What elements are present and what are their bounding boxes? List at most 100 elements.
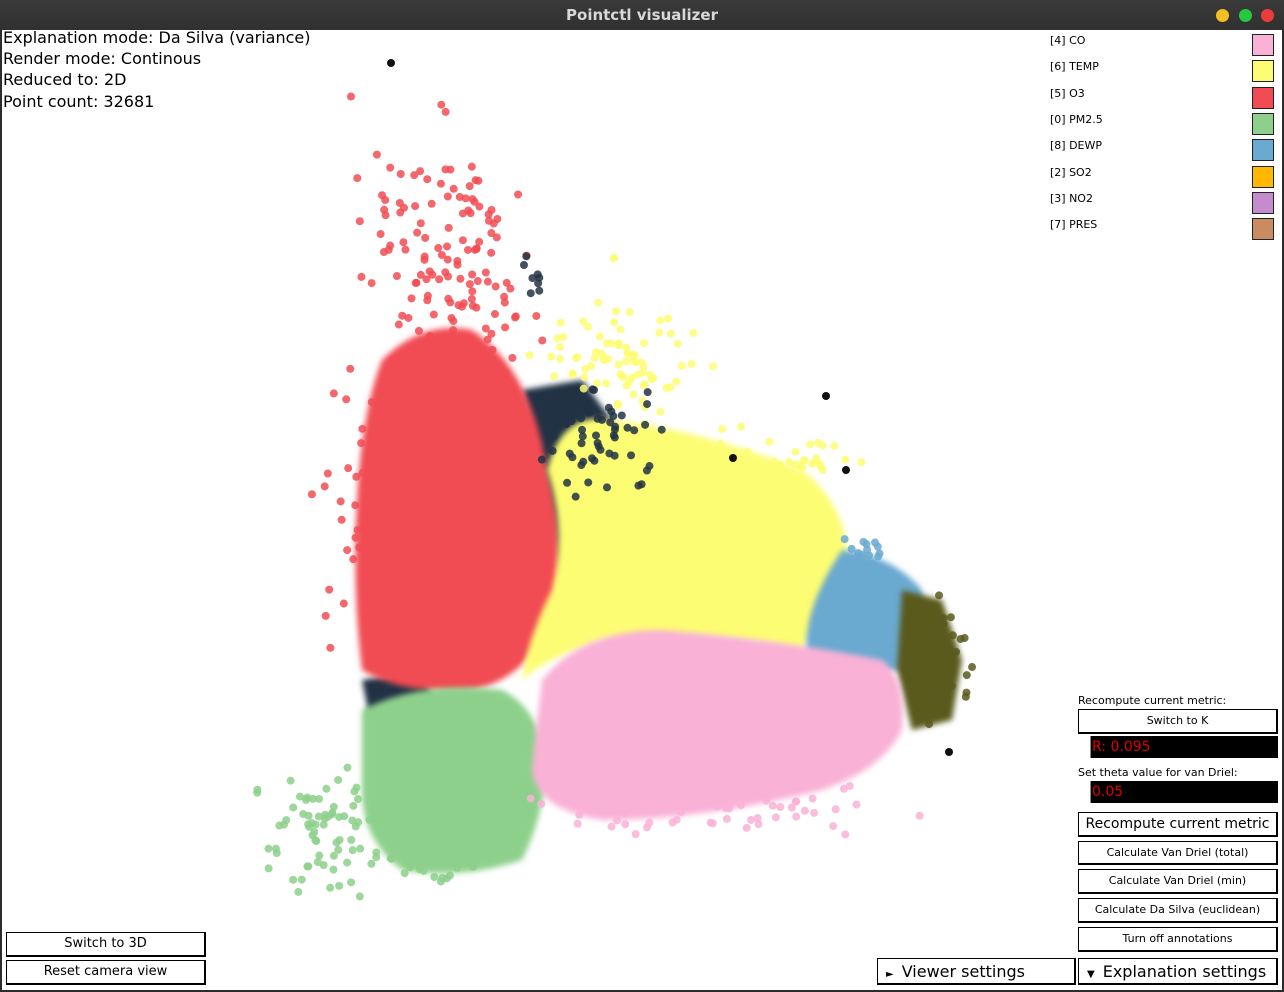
visualizer-canvas[interactable]: Explanation mode: Da Silva (variance) Re…	[2, 30, 1282, 990]
data-point	[845, 781, 854, 790]
data-point	[571, 354, 580, 363]
data-point	[421, 233, 430, 242]
van-driel-total-button[interactable]: Calculate Van Driel (total)	[1078, 841, 1278, 865]
legend-swatch	[1252, 112, 1274, 135]
viewer-settings-button[interactable]: ► Viewer settings	[877, 958, 1076, 985]
data-point	[787, 803, 796, 812]
data-point	[461, 851, 470, 860]
theta-input[interactable]: 0.05	[1078, 781, 1278, 803]
outlier-point	[842, 466, 850, 474]
data-point	[762, 793, 771, 802]
data-point	[295, 792, 304, 801]
data-point	[621, 820, 630, 829]
data-point	[526, 289, 535, 298]
data-point	[456, 382, 465, 391]
data-point	[548, 446, 557, 455]
data-point	[384, 377, 393, 386]
data-point	[720, 462, 729, 471]
data-point	[388, 355, 397, 364]
cluster-region	[522, 418, 848, 680]
data-point	[437, 100, 446, 109]
cluster-region	[362, 687, 547, 874]
data-point	[747, 815, 756, 824]
data-point	[465, 280, 474, 289]
data-point	[364, 479, 373, 488]
data-point	[875, 549, 884, 558]
data-point	[391, 842, 400, 851]
data-point	[467, 162, 476, 171]
data-point	[434, 382, 443, 391]
data-point	[614, 399, 623, 408]
data-point	[474, 176, 483, 185]
legend-swatch	[1252, 191, 1274, 214]
close-button[interactable]	[1261, 9, 1274, 22]
data-point	[705, 453, 714, 462]
data-point	[447, 314, 456, 323]
data-point	[768, 801, 777, 810]
maximize-button[interactable]	[1239, 9, 1252, 22]
data-point	[401, 245, 410, 254]
data-point	[376, 230, 385, 239]
data-point	[645, 818, 654, 827]
data-point	[490, 310, 499, 319]
data-point	[415, 857, 424, 866]
data-point	[487, 329, 496, 338]
r-value-text: R: 0.095	[1092, 739, 1151, 755]
data-point	[449, 326, 458, 335]
data-point	[431, 335, 440, 344]
switch-to-k-button[interactable]: Switch to K	[1078, 709, 1278, 734]
data-point	[308, 794, 317, 803]
data-point	[339, 599, 348, 608]
r-value-input[interactable]: R: 0.095	[1078, 736, 1278, 758]
legend-swatch	[1252, 34, 1274, 56]
data-point	[806, 440, 815, 449]
minimize-button[interactable]	[1216, 9, 1229, 22]
data-point	[487, 248, 496, 257]
data-point	[643, 388, 652, 397]
title-bar[interactable]: Pointctl visualizer	[0, 0, 1284, 30]
scatter-plot[interactable]	[2, 30, 1282, 990]
turn-off-annotations-button[interactable]: Turn off annotations	[1078, 927, 1278, 952]
data-point	[525, 351, 534, 360]
data-point	[374, 404, 383, 413]
data-point	[631, 830, 640, 839]
data-point	[367, 859, 376, 868]
legend-swatch	[1252, 139, 1274, 162]
data-point	[831, 805, 840, 814]
switch-to-3d-button[interactable]: Switch to 3D	[6, 932, 206, 957]
data-point	[711, 465, 720, 474]
data-point	[448, 838, 457, 847]
data-point	[792, 797, 801, 806]
recompute-metric-button[interactable]: Recompute current metric	[1078, 812, 1278, 837]
data-point	[584, 478, 593, 487]
data-point	[616, 325, 625, 334]
data-point	[468, 287, 477, 296]
data-point	[940, 640, 949, 649]
da-silva-euclidean-button[interactable]: Calculate Da Silva (euclidean)	[1078, 898, 1278, 923]
data-point	[319, 861, 328, 870]
data-point	[319, 820, 328, 829]
data-point	[311, 820, 320, 829]
data-point	[484, 210, 493, 219]
data-point	[453, 257, 462, 266]
data-point	[926, 681, 935, 690]
data-point	[325, 585, 334, 594]
data-point	[713, 485, 722, 494]
data-point	[692, 796, 701, 805]
van-driel-min-button[interactable]: Calculate Van Driel (min)	[1078, 869, 1278, 894]
data-point	[677, 807, 686, 816]
data-point	[343, 546, 352, 555]
legend-label: [2] SO2	[1050, 165, 1092, 179]
data-point	[367, 398, 376, 407]
reset-camera-button[interactable]: Reset camera view	[6, 960, 206, 985]
data-point	[467, 295, 476, 304]
data-point	[356, 844, 365, 853]
data-point	[580, 373, 589, 382]
data-point	[609, 431, 618, 440]
explanation-settings-button[interactable]: ▼ Explanation settings	[1078, 958, 1278, 985]
data-point	[656, 407, 665, 416]
data-point	[453, 843, 462, 852]
data-point	[643, 400, 652, 409]
data-point	[394, 320, 403, 329]
data-point	[736, 801, 745, 810]
